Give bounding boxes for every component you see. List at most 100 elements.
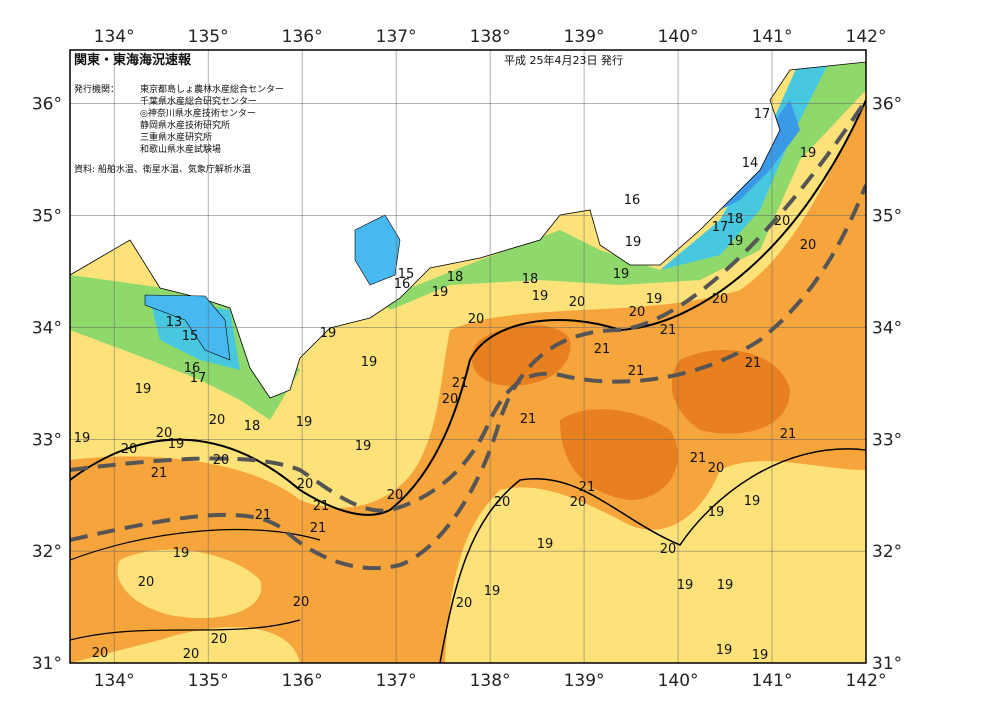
hot-core: [671, 350, 790, 434]
x-tick-label: 134°: [94, 671, 135, 691]
x-tick-label: 142°: [846, 671, 887, 691]
isotherm-label: 21: [780, 427, 797, 442]
x-tick-label: 135°: [188, 27, 229, 47]
x-tick-label: 139°: [564, 671, 605, 691]
issuers-label: 発行機関：: [74, 83, 119, 95]
isotherm-label: 20: [456, 596, 473, 611]
isotherm-label: 20: [209, 413, 226, 428]
isotherm-label: 16: [624, 193, 641, 208]
isotherm-label: 18: [522, 272, 539, 287]
x-tick-label: 138°: [470, 27, 511, 47]
isotherm-label: 19: [320, 326, 337, 341]
isotherm-label: 21: [579, 480, 596, 495]
current-axis: [70, 98, 866, 571]
isotherm-label: 19: [752, 648, 769, 663]
issuer: 和歌山県水産試験場: [140, 143, 221, 155]
issue-date: 平成 25年4月23日 発行: [504, 53, 623, 67]
isotherm-label: 14: [742, 156, 759, 171]
isotherm-label: 17: [754, 107, 771, 122]
isotherm-label: 19: [432, 285, 449, 300]
graticule: [70, 50, 866, 663]
isotherm-label: 21: [255, 508, 272, 523]
issuer: 千葉県水産総合研究センター: [140, 95, 257, 107]
isotherm-label: 19: [135, 382, 152, 397]
isotherm-label: 19: [532, 289, 549, 304]
x-tick-label: 142°: [846, 27, 887, 47]
isotherm-label: 21: [151, 466, 168, 481]
isotherm-label: 20: [121, 442, 138, 457]
y-tick-label: 32°: [32, 542, 62, 562]
isotherm-label: 18: [447, 270, 464, 285]
isotherm-label: 16: [394, 277, 411, 292]
x-tick-label: 136°: [282, 671, 323, 691]
isotherm-label: 18: [727, 212, 744, 227]
x-tick-label: 138°: [470, 671, 511, 691]
isotherm-label: 19: [727, 234, 744, 249]
isotherm-label: 21: [594, 342, 611, 357]
hot-core: [471, 325, 571, 386]
isotherm-label: 21: [452, 376, 469, 391]
isotherm-label: 21: [520, 412, 537, 427]
isotherm-label: 21: [310, 521, 327, 536]
x-tick-label: 137°: [376, 27, 417, 47]
isotherm-label: 20: [569, 295, 586, 310]
map-frame: [69, 49, 867, 664]
isotherm-label: 20: [629, 305, 646, 320]
isotherm-label: 20: [183, 647, 200, 662]
isotherm-label: 19: [361, 355, 378, 370]
current-axis: [70, 184, 866, 513]
isotherm-label: 19: [708, 505, 725, 520]
axes: 134° 134° 135° 135° 136° 136° 137° 137° 138° 138°…: [32, 27, 902, 691]
x-tick-label: 136°: [282, 27, 323, 47]
source: 資料: 船舶水温、衛星水温、気象庁解析水温: [74, 163, 251, 175]
x-tick-label: 141°: [752, 27, 793, 47]
isotherm: [70, 528, 321, 641]
isotherm-label: 21: [313, 499, 330, 514]
issuer: 静岡県水産技術研究所: [140, 119, 230, 131]
isotherm-label: 20: [468, 312, 485, 327]
y-tick-label: 32°: [872, 542, 902, 562]
y-tick-label: 31°: [872, 654, 902, 674]
isotherm-label: 19: [625, 235, 642, 250]
isotherm-label: 20: [138, 575, 155, 590]
isotherm-label: 20: [712, 292, 729, 307]
isotherm-label: 21: [628, 364, 645, 379]
isotherm-label: 17: [190, 371, 207, 386]
x-tick-label: 135°: [188, 671, 229, 691]
isotherm-label: 13: [166, 315, 183, 330]
isotherm-label: 20: [442, 392, 459, 407]
isotherm-label: 16: [184, 361, 201, 376]
land: [70, 50, 866, 399]
cool-patch: [640, 480, 866, 663]
isotherm-label: 19: [537, 537, 554, 552]
x-tick-label: 140°: [658, 671, 699, 691]
x-tick-label: 140°: [658, 27, 699, 47]
x-tick-label: 134°: [94, 27, 135, 47]
title: 関東・東海海況速報: [74, 52, 192, 68]
y-tick-label: 31°: [32, 654, 62, 674]
isotherm-label: 20: [297, 477, 314, 492]
hot-core: [560, 409, 678, 500]
isotherm-label: 15: [182, 329, 199, 344]
y-tick-label: 35°: [32, 207, 62, 227]
isotherm-label: 21: [745, 356, 762, 371]
isotherm-label: 20: [800, 238, 817, 253]
y-tick-label: 36°: [872, 95, 902, 115]
isotherm: [70, 99, 866, 516]
isotherm-label: 20: [774, 214, 791, 229]
isotherm-label: 19: [355, 439, 372, 454]
isotherm-label: 20: [570, 495, 587, 510]
isotherm-label: 20: [156, 426, 173, 441]
isotherm-label: 17: [712, 220, 729, 235]
y-tick-label: 36°: [32, 95, 62, 115]
isotherm-label: 20: [660, 542, 677, 557]
x-tick-label: 139°: [564, 27, 605, 47]
y-tick-label: 34°: [872, 318, 902, 338]
isotherm-label: 19: [484, 584, 501, 599]
isotherm-label: 21: [660, 323, 677, 338]
isotherm-label: 15: [398, 267, 415, 282]
isotherm-label: 19: [613, 267, 630, 282]
